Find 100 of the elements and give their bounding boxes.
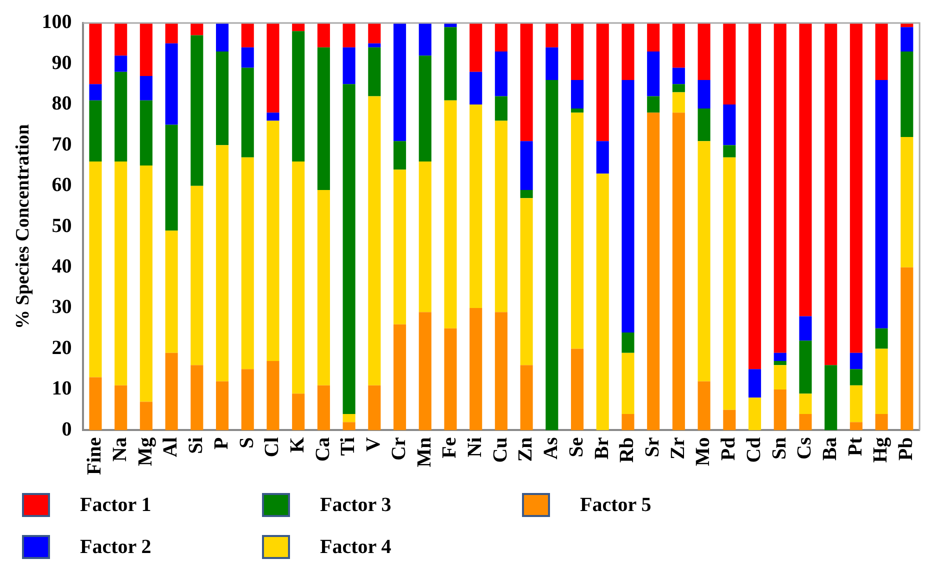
bar xyxy=(292,394,305,430)
bar xyxy=(165,23,178,44)
bar xyxy=(342,422,356,430)
x-tick-label: Mn xyxy=(413,437,436,468)
bar xyxy=(698,108,710,142)
x-tick-label: Pd xyxy=(718,437,740,461)
bar xyxy=(241,47,254,68)
bar xyxy=(494,23,508,52)
bar xyxy=(418,312,432,430)
bar xyxy=(140,402,152,430)
bar xyxy=(89,84,102,100)
x-tick-label: Si xyxy=(185,436,208,454)
x-tick-label: Rb xyxy=(616,437,638,463)
bar xyxy=(342,84,356,414)
x-tick-label: As xyxy=(540,437,562,460)
bar xyxy=(241,68,254,158)
x-tick-label: Cs xyxy=(794,437,816,460)
x-tick-label: Cr xyxy=(388,437,410,461)
bar xyxy=(494,96,508,121)
bar xyxy=(292,31,305,162)
bar xyxy=(875,80,888,328)
bar xyxy=(444,100,457,328)
x-tick-label: Mo xyxy=(692,437,714,466)
x-tick-label: V xyxy=(362,436,385,452)
bar xyxy=(774,390,786,430)
bar xyxy=(723,157,736,410)
x-tick-label: K xyxy=(286,436,309,453)
bar xyxy=(292,161,305,394)
bar xyxy=(723,23,736,104)
y-tick-label: 10 xyxy=(52,378,72,400)
bar xyxy=(723,145,736,158)
bar xyxy=(546,80,558,430)
bar xyxy=(672,92,685,113)
x-tick-label: Pb xyxy=(895,437,918,461)
x-tick-label: Se xyxy=(565,437,588,458)
bar xyxy=(444,27,457,100)
bar xyxy=(520,190,533,198)
bar xyxy=(266,120,280,361)
x-tick-label: Fine xyxy=(84,437,106,476)
bar xyxy=(520,365,533,430)
bar xyxy=(317,190,330,386)
bar xyxy=(570,80,584,109)
bar xyxy=(850,385,862,422)
y-tick-label: 100 xyxy=(42,11,72,34)
bar xyxy=(368,23,381,44)
y-tick-label: 30 xyxy=(52,296,72,318)
x-tick-label: Mg xyxy=(134,437,156,466)
bar xyxy=(672,68,685,84)
x-tick-label: Cu xyxy=(489,437,512,463)
y-tick-label: 50 xyxy=(52,214,72,237)
bar xyxy=(900,27,914,52)
bar xyxy=(393,170,406,324)
bar xyxy=(342,47,356,84)
bar xyxy=(622,414,634,430)
y-tick-label: 40 xyxy=(52,256,72,278)
bar xyxy=(850,23,862,353)
bar xyxy=(368,47,381,96)
legend-label: Factor 1 xyxy=(80,494,152,516)
bar xyxy=(393,324,406,430)
x-tick-label: P xyxy=(210,437,232,450)
bar xyxy=(520,23,533,142)
bar xyxy=(748,23,762,370)
bar xyxy=(165,352,178,430)
bar xyxy=(622,332,634,353)
bar xyxy=(216,52,229,146)
bar xyxy=(89,100,102,162)
bar xyxy=(900,267,914,430)
bar xyxy=(470,104,482,308)
bar xyxy=(824,365,838,430)
bar xyxy=(266,23,280,113)
bar xyxy=(647,96,660,113)
bar xyxy=(216,381,229,430)
bar xyxy=(317,385,330,430)
bar xyxy=(723,410,736,430)
x-tick-label: Br xyxy=(590,437,613,460)
bar xyxy=(748,369,762,398)
x-tick-label: Pt xyxy=(844,436,866,456)
bar xyxy=(900,52,914,138)
x-tick-label: Cl xyxy=(261,436,284,458)
bar xyxy=(190,365,204,430)
legend-label: Factor 3 xyxy=(320,494,392,516)
bar xyxy=(850,369,862,386)
bar xyxy=(799,316,812,341)
bar xyxy=(672,84,685,92)
legend-label: Factor 5 xyxy=(580,494,652,516)
y-tick-label: 0 xyxy=(62,418,72,440)
bar xyxy=(165,124,178,231)
bar xyxy=(875,414,888,430)
bar xyxy=(647,52,660,96)
bar xyxy=(140,76,152,100)
bar xyxy=(799,394,812,414)
bar xyxy=(89,161,102,378)
bar xyxy=(444,328,457,430)
y-tick-label: 60 xyxy=(52,174,72,196)
bar xyxy=(520,141,533,190)
bar xyxy=(418,23,432,56)
x-tick-label: Sr xyxy=(642,437,664,458)
bar xyxy=(570,348,584,430)
bar xyxy=(774,361,786,366)
bar xyxy=(165,230,178,353)
